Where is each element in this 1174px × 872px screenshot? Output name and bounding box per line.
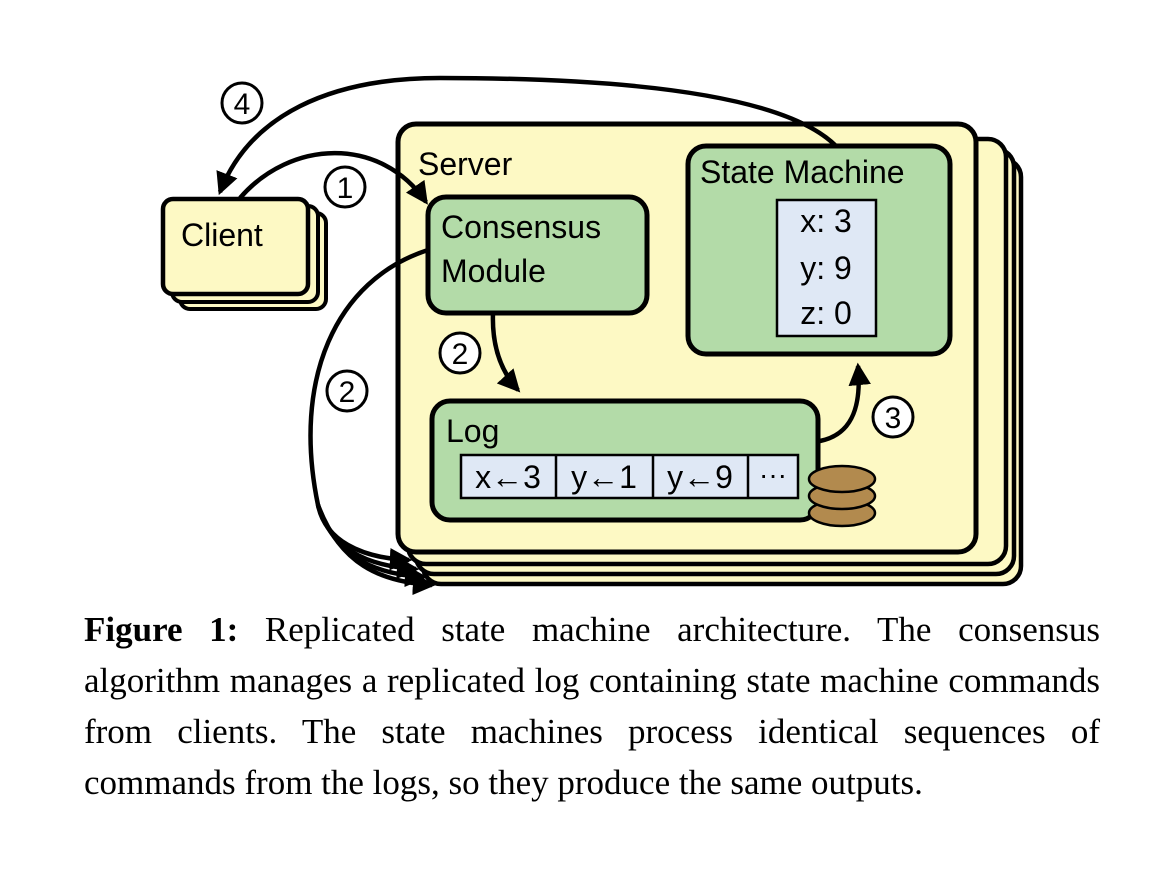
step-badge-circle xyxy=(871,395,915,439)
consensus-label-line1: Consensus xyxy=(441,209,601,245)
step-number: 1 xyxy=(337,172,354,205)
arrow-step-2-replica xyxy=(315,504,436,596)
arrow-step-4 xyxy=(216,75,838,196)
step-badge-circle xyxy=(438,331,482,375)
client-box xyxy=(160,196,311,297)
arrow-step-1 xyxy=(238,150,428,205)
step-badge-3: 3 xyxy=(871,395,915,439)
log-entries-box xyxy=(459,453,800,500)
log-entry: x←3 xyxy=(475,459,541,495)
client-label: Client xyxy=(181,217,263,253)
disk-icon xyxy=(807,464,877,528)
log: Log x←3 y←1 y←9 ··· xyxy=(429,398,821,523)
caption-text: Replicated state machine architecture. T… xyxy=(84,610,1101,802)
step-badge-2-local: 2 xyxy=(438,331,482,375)
log-entry: y←1 xyxy=(571,459,637,495)
step-number: 4 xyxy=(234,88,251,121)
log-label: Log xyxy=(446,413,499,449)
step-badge-circle xyxy=(325,369,369,413)
step-badge-circle xyxy=(323,165,367,209)
log-entry: ··· xyxy=(759,459,787,490)
arrow-step-2-local xyxy=(490,312,521,393)
step-badge-circle xyxy=(220,81,264,125)
caption-label: Figure 1: xyxy=(84,610,239,649)
disk-platter xyxy=(807,464,877,494)
state-var-y: y: 9 xyxy=(800,250,852,286)
log-entry: y←9 xyxy=(667,459,733,495)
consensus-module: Consensus Module xyxy=(425,194,650,316)
step-number: 2 xyxy=(452,338,469,371)
arrows xyxy=(216,75,871,596)
server-label: Server xyxy=(418,146,513,182)
state-var-z: z: 0 xyxy=(800,295,852,331)
state-var-x: x: 3 xyxy=(800,203,852,239)
step-number: 2 xyxy=(339,376,356,409)
arrow-step-3 xyxy=(819,362,871,444)
step-number: 3 xyxy=(885,402,902,435)
state-machine-label: State Machine xyxy=(700,154,905,190)
step-badge-1: 1 xyxy=(323,165,367,209)
state-machine: State Machine x: 3 y: 9 z: 0 xyxy=(685,143,953,357)
consensus-label-line2: Module xyxy=(441,253,546,289)
figure-caption: Figure 1: Replicated state machine archi… xyxy=(84,604,1100,808)
step-badges: 4 1 2 2 3 xyxy=(220,81,915,439)
state-vars-box xyxy=(775,198,878,338)
arrow-step-2-replica xyxy=(308,247,429,571)
consensus-module-box xyxy=(425,194,650,316)
step-badge-2-replica: 2 xyxy=(325,369,369,413)
step-badge-4: 4 xyxy=(220,81,264,125)
state-machine-diagram: Server Client Consensus Module State Mac… xyxy=(160,75,1024,596)
client-stack: Client xyxy=(160,196,328,311)
